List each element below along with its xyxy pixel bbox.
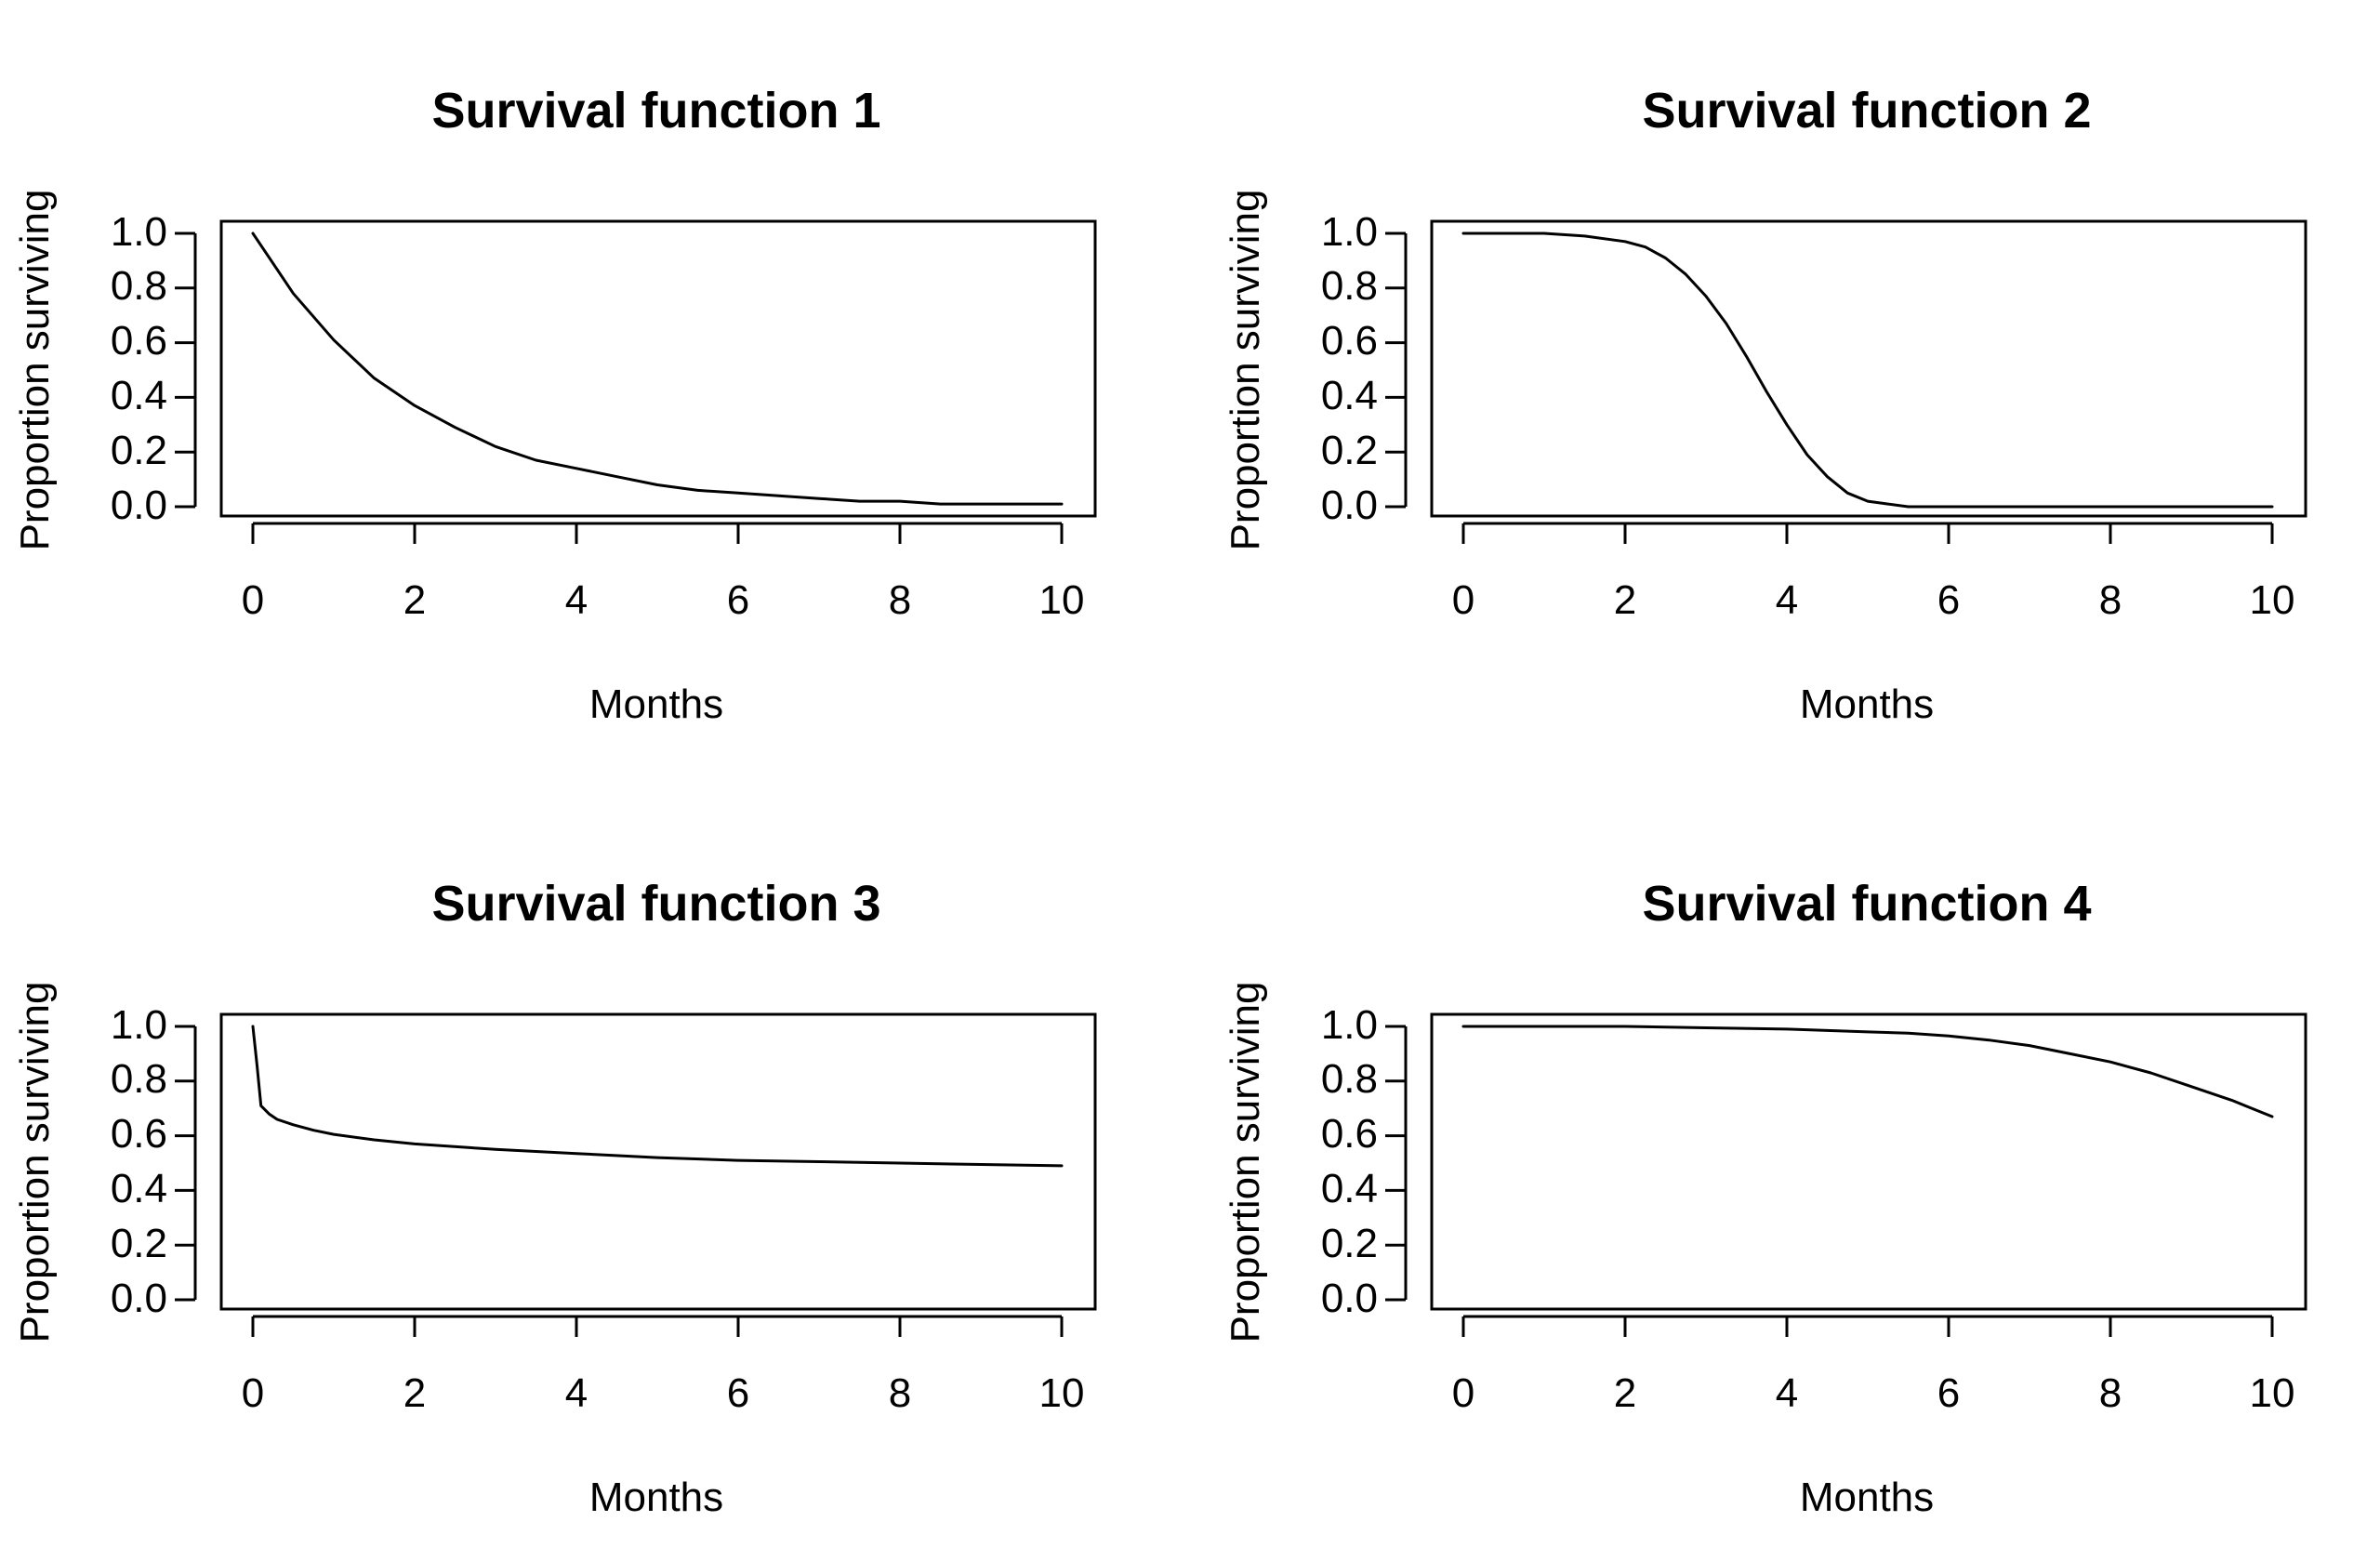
survival-curve	[1461, 232, 2274, 509]
chart-title: Survival function 3	[431, 876, 880, 932]
x-axis-label: Months	[1800, 681, 1934, 727]
survival-curve	[251, 232, 1064, 506]
x-tick-label: 10	[2250, 577, 2295, 623]
plot-frame	[1430, 219, 2307, 518]
y-tick-label: 0.8	[111, 263, 167, 309]
plot-frame	[219, 1012, 1097, 1311]
x-tick-label: 10	[1039, 1370, 1085, 1416]
y-tick-label: 0.6	[111, 318, 167, 364]
y-tick-label: 0.0	[1321, 1276, 1378, 1321]
y-tick-label: 0.0	[111, 1276, 167, 1321]
x-tick-label: 6	[727, 1370, 749, 1416]
y-tick-label: 0.4	[1321, 1166, 1378, 1211]
chart-title: Survival function 2	[1642, 83, 2091, 139]
y-tick-label: 0.4	[111, 1166, 167, 1211]
chart-title: Survival function 4	[1642, 876, 2091, 932]
x-axis-label: Months	[589, 1475, 723, 1520]
x-tick-label: 4	[1776, 577, 1798, 623]
x-axis-label: Months	[589, 681, 723, 727]
x-tick-label: 8	[2099, 577, 2122, 623]
x-tick-label: 8	[889, 1370, 911, 1416]
plot-frame	[1430, 1012, 2307, 1311]
x-tick-label: 0	[1452, 1370, 1474, 1416]
x-tick-label: 2	[1614, 577, 1636, 623]
x-tick-label: 6	[727, 577, 749, 623]
y-axis-label: Proportion surviving	[12, 982, 58, 1343]
survival-function-2-panel: Survival function 2 Proportion surviving…	[1223, 83, 2307, 727]
survival-function-4-panel: Survival function 4 Proportion surviving…	[1223, 876, 2307, 1520]
x-tick-label: 2	[1614, 1370, 1636, 1416]
y-axis-label: Proportion surviving	[12, 190, 58, 551]
survival-curve	[251, 1025, 1064, 1168]
y-tick-label: 0.0	[111, 483, 167, 528]
y-tick-label: 0.8	[1321, 263, 1378, 309]
y-tick-label: 0.2	[1321, 428, 1378, 473]
x-axis-label: Months	[1800, 1475, 1934, 1520]
x-tick-label: 0	[242, 1370, 264, 1416]
y-tick-label: 0.4	[111, 373, 167, 418]
x-tick-label: 8	[889, 577, 911, 623]
plot-frame	[219, 219, 1097, 518]
x-tick-label: 10	[2250, 1370, 2295, 1416]
y-tick-label: 0.6	[1321, 1111, 1378, 1157]
x-tick-label: 8	[2099, 1370, 2122, 1416]
y-tick-label: 1.0	[1321, 1002, 1378, 1048]
y-tick-label: 0.6	[1321, 318, 1378, 364]
y-axis-label: Proportion surviving	[1223, 190, 1268, 551]
x-tick-label: 10	[1039, 577, 1085, 623]
x-tick-label: 2	[403, 577, 426, 623]
y-tick-label: 0.8	[111, 1056, 167, 1102]
y-tick-label: 0.0	[1321, 483, 1378, 528]
y-tick-label: 1.0	[111, 1002, 167, 1048]
y-tick-label: 0.6	[111, 1111, 167, 1157]
chart-title: Survival function 1	[431, 83, 880, 139]
x-tick-label: 4	[565, 1370, 588, 1416]
y-tick-label: 0.8	[1321, 1056, 1378, 1102]
y-tick-label: 1.0	[1321, 209, 1378, 255]
x-tick-label: 4	[565, 577, 588, 623]
y-tick-label: 1.0	[111, 209, 167, 255]
x-tick-label: 2	[403, 1370, 426, 1416]
y-tick-label: 0.4	[1321, 373, 1378, 418]
x-tick-label: 6	[1937, 577, 1960, 623]
survival-curve	[1461, 1025, 2274, 1118]
y-tick-label: 0.2	[111, 1221, 167, 1266]
x-tick-label: 0	[242, 577, 264, 623]
survival-function-3-panel: Survival function 3 Proportion surviving…	[12, 876, 1097, 1520]
x-tick-label: 0	[1452, 577, 1474, 623]
survival-function-1-panel: Survival function 1 Proportion surviving…	[12, 83, 1097, 727]
y-tick-label: 0.2	[111, 428, 167, 473]
y-tick-label: 0.2	[1321, 1221, 1378, 1266]
y-axis-label: Proportion surviving	[1223, 982, 1268, 1343]
x-tick-label: 6	[1937, 1370, 1960, 1416]
x-tick-label: 4	[1776, 1370, 1798, 1416]
